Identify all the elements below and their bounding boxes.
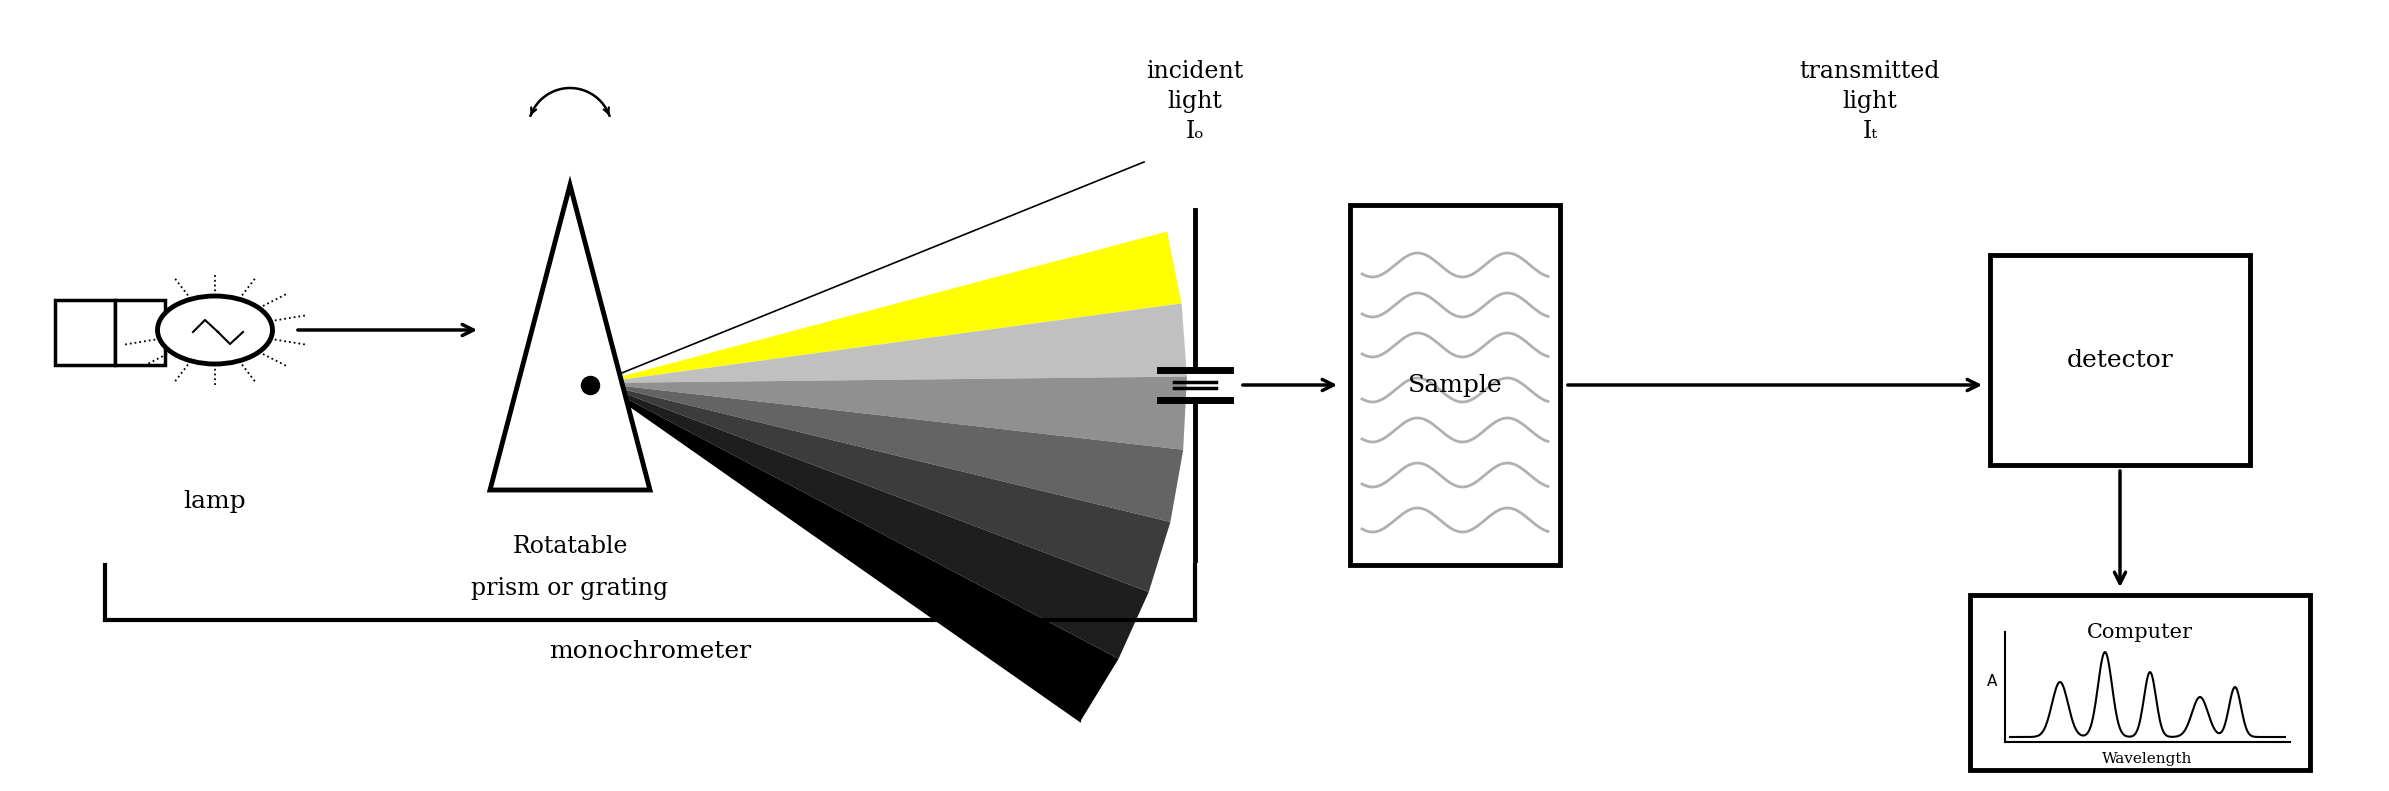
Text: Sample: Sample	[1407, 373, 1503, 396]
Text: Rotatable: Rotatable	[511, 535, 628, 558]
Polygon shape	[597, 383, 1149, 659]
Bar	[115, 300, 165, 365]
Bar	[1350, 205, 1560, 565]
Polygon shape	[597, 232, 1183, 383]
Text: Computer: Computer	[2088, 623, 2193, 642]
Text: transmitted
light
Iₜ: transmitted light Iₜ	[1799, 60, 1940, 143]
Polygon shape	[597, 383, 1171, 592]
Bar	[1971, 595, 2310, 770]
Text: monochrometer: monochrometer	[549, 640, 750, 663]
Polygon shape	[597, 162, 1168, 383]
Ellipse shape	[158, 296, 272, 364]
Polygon shape	[490, 185, 650, 490]
Text: Wavelength: Wavelength	[2102, 752, 2193, 766]
Polygon shape	[597, 383, 1118, 721]
Text: prism or grating: prism or grating	[471, 577, 669, 600]
Text: A: A	[1988, 674, 1997, 689]
Bar	[55, 300, 115, 365]
Text: lamp: lamp	[184, 490, 246, 513]
Polygon shape	[597, 304, 1187, 383]
Text: incident
light
Iₒ: incident light Iₒ	[1147, 60, 1245, 143]
Bar	[1990, 255, 2250, 465]
Text: detector: detector	[2066, 349, 2174, 372]
Polygon shape	[597, 377, 1187, 450]
Polygon shape	[597, 383, 1183, 522]
